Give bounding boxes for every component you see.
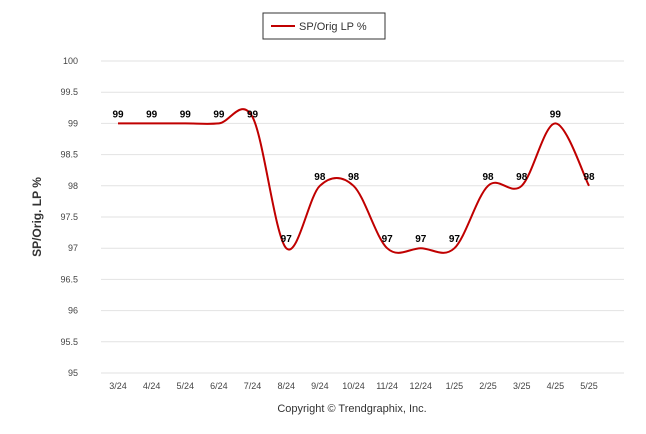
x-tick-label: 6/24 <box>210 381 228 391</box>
data-label: 99 <box>213 109 225 120</box>
y-tick-label: 95 <box>68 368 78 378</box>
y-axis-title: SP/Orig. LP % <box>30 177 44 257</box>
data-label: 97 <box>281 234 293 245</box>
series-line <box>117 108 590 254</box>
data-label: 98 <box>583 172 595 183</box>
x-tick-label: 5/24 <box>177 381 195 391</box>
data-label: 97 <box>449 234 461 245</box>
x-tick-label: 5/25 <box>580 381 598 391</box>
x-tick-label: 11/24 <box>376 381 398 391</box>
grid <box>101 60 624 374</box>
x-tick-label: 7/24 <box>244 381 262 391</box>
data-label: 98 <box>483 172 495 183</box>
x-axis-ticks: 3/24 4/24 5/24 6/24 7/24 8/24 9/24 10/24 11/24 12… <box>109 381 598 391</box>
y-tick-label: 98.5 <box>60 150 78 160</box>
x-tick-label: 8/24 <box>277 381 295 391</box>
y-tick-label: 98 <box>68 181 78 191</box>
data-label: 98 <box>314 172 326 183</box>
x-tick-label: 10/24 <box>342 381 365 391</box>
x-tick-label: 2/25 <box>479 381 497 391</box>
y-axis-ticks: 95 95.5 96 96.5 97 97.5 98 98.5 99 99.5 100 <box>60 56 78 378</box>
x-tick-label: 4/24 <box>143 381 161 391</box>
legend-label: SP/Orig LP % <box>299 21 367 33</box>
data-label: 98 <box>348 172 360 183</box>
y-tick-label: 96 <box>68 306 78 316</box>
y-tick-label: 96.5 <box>60 274 78 284</box>
data-labels: 99 99 99 99 99 97 98 98 97 97 97 98 98 99 98 <box>112 109 595 245</box>
copyright-text: Copyright © Trendgraphix, Inc. <box>277 403 426 415</box>
y-tick-label: 100 <box>63 56 78 66</box>
x-tick-label: 12/24 <box>410 381 433 391</box>
data-label: 97 <box>415 234 427 245</box>
legend: SP/Orig LP % <box>262 12 386 40</box>
x-tick-label: 3/24 <box>109 381 127 391</box>
data-label: 98 <box>516 172 528 183</box>
data-label: 99 <box>146 109 158 120</box>
data-label: 99 <box>112 109 124 120</box>
y-tick-label: 95.5 <box>60 337 78 347</box>
y-tick-label: 97.5 <box>60 212 78 222</box>
y-tick-label: 99 <box>68 118 78 128</box>
y-tick-label: 99.5 <box>60 87 78 97</box>
data-label: 99 <box>247 109 259 120</box>
data-label: 99 <box>550 109 562 120</box>
x-tick-label: 4/25 <box>547 381 565 391</box>
x-tick-label: 1/25 <box>446 381 464 391</box>
data-label: 97 <box>382 234 394 245</box>
x-tick-label: 3/25 <box>513 381 531 391</box>
data-label: 99 <box>180 109 192 120</box>
y-tick-label: 97 <box>68 243 78 253</box>
x-tick-label: 9/24 <box>311 381 329 391</box>
